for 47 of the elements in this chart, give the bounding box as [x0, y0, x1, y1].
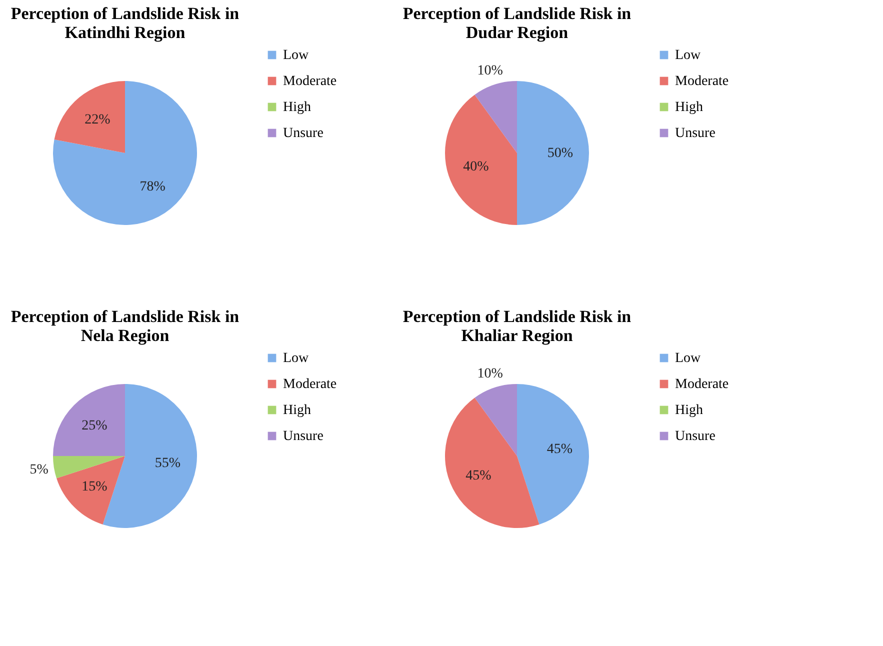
text: Khaliar Region	[461, 326, 573, 345]
legend-label: Moderate	[283, 377, 337, 392]
data-label: 55%	[154, 456, 181, 471]
pie-slice	[474, 384, 517, 456]
text: Perception of Landslide Risk in	[402, 4, 632, 23]
pie-slice	[445, 94, 517, 225]
legend-label: Low	[283, 351, 310, 366]
pie-slice	[53, 384, 125, 456]
text: Perception of Landslide Risk in	[10, 307, 240, 326]
legend-label: High	[675, 403, 703, 418]
legend-label: Unsure	[675, 429, 716, 444]
pie-slice	[54, 81, 125, 153]
text: Dudar Region	[466, 23, 568, 42]
legend-label: High	[675, 100, 703, 115]
data-label: 15%	[82, 480, 108, 495]
data-label: 22%	[84, 112, 111, 128]
text: Perception of Landslide Risk in	[10, 4, 240, 23]
data-label: 25%	[82, 418, 108, 434]
legend-label: High	[283, 100, 311, 115]
legend-label: Moderate	[283, 74, 337, 89]
legend-label: High	[283, 403, 311, 418]
pie-slice	[474, 81, 517, 153]
legend-label: Unsure	[283, 429, 324, 444]
pie-slice	[56, 456, 125, 524]
pie-slice	[517, 81, 589, 225]
legend-label: Moderate	[675, 377, 729, 392]
data-label: 78%	[140, 179, 166, 194]
pie-slice	[517, 384, 589, 524]
legend-label: Low	[283, 48, 310, 63]
legend-label: Unsure	[675, 126, 716, 141]
legend-label: Low	[675, 351, 702, 366]
data-label: 5%	[30, 462, 49, 478]
text: Nela Region	[80, 326, 170, 345]
legend-label: Low	[675, 48, 702, 63]
data-label: 10%	[477, 366, 504, 382]
text: Katindhi Region	[64, 23, 186, 42]
text: Perception of Landslide Risk in	[402, 307, 632, 326]
data-label: 45%	[546, 442, 573, 458]
legend-label: Moderate	[675, 74, 729, 89]
pie-slice	[53, 81, 197, 225]
data-label: 10%	[477, 63, 504, 78]
legend-label: Unsure	[283, 126, 324, 141]
pie-slice	[53, 456, 125, 478]
pie-slice	[445, 398, 540, 528]
data-label: 50%	[547, 146, 574, 161]
data-label: 40%	[463, 159, 490, 174]
data-label: 45%	[466, 468, 492, 484]
